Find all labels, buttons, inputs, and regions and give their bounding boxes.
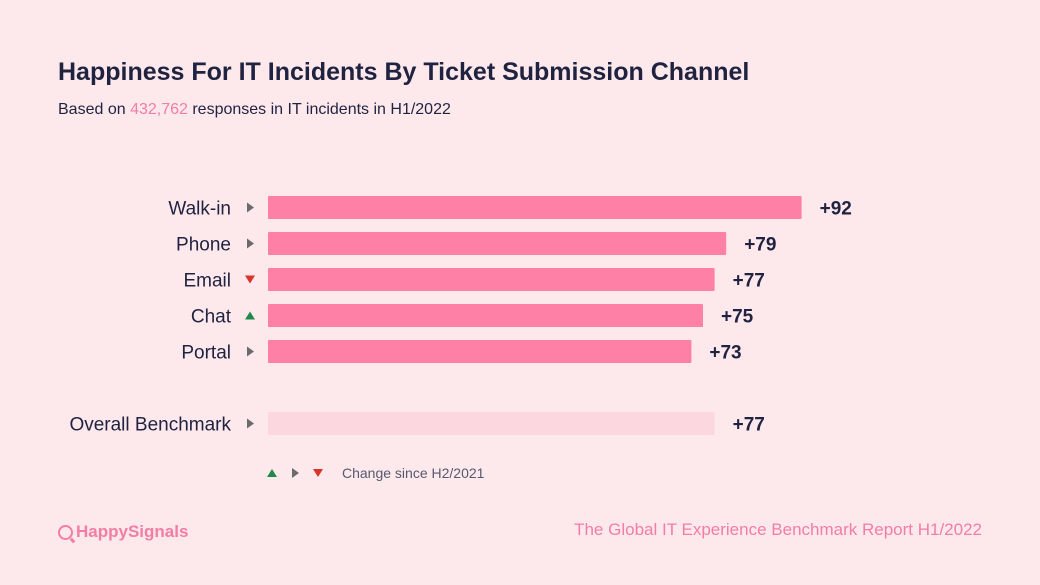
benchmark-label: Overall Benchmark <box>69 415 231 436</box>
legend-text: Change since H2/2021 <box>342 465 485 481</box>
legend-up-icon <box>267 469 277 477</box>
bar <box>268 268 715 291</box>
benchmark-value-label: +77 <box>733 415 765 436</box>
change-up-icon <box>245 311 255 320</box>
change-neutral-icon <box>247 346 254 357</box>
report-name: The Global IT Experience Benchmark Repor… <box>574 520 982 539</box>
logo-q-icon <box>58 524 73 540</box>
change-neutral-icon <box>247 418 254 429</box>
value-label: +92 <box>820 199 852 220</box>
legend-neutral-icon <box>292 468 299 478</box>
bar <box>268 304 703 327</box>
chart-title: Happiness For IT Incidents By Ticket Sub… <box>58 58 750 86</box>
subtitle-prefix: Based on <box>58 101 131 118</box>
legend-down-icon <box>313 469 323 477</box>
bar <box>268 340 692 363</box>
logo-text: HappySignals <box>76 522 189 541</box>
happysignals-logo: HappySignals <box>58 522 188 542</box>
change-neutral-icon <box>247 238 254 249</box>
category-label: Walk-in <box>168 199 231 220</box>
change-down-icon <box>245 275 255 284</box>
category-label: Phone <box>176 235 231 256</box>
category-label: Portal <box>181 343 231 364</box>
value-label: +79 <box>744 235 776 256</box>
bar <box>268 232 727 255</box>
benchmark-bar <box>268 412 715 435</box>
change-neutral-icon <box>247 202 254 213</box>
subtitle-suffix: responses in IT incidents in H1/2022 <box>187 101 451 118</box>
value-label: +75 <box>721 307 754 328</box>
category-label: Chat <box>191 307 232 328</box>
value-label: +77 <box>733 271 765 292</box>
chart-subtitle: Based on 432,762 responses in IT inciden… <box>58 101 451 119</box>
bar <box>268 196 802 219</box>
value-label: +73 <box>709 343 741 364</box>
category-label: Email <box>183 271 231 292</box>
response-count: 432,762 <box>130 101 188 118</box>
